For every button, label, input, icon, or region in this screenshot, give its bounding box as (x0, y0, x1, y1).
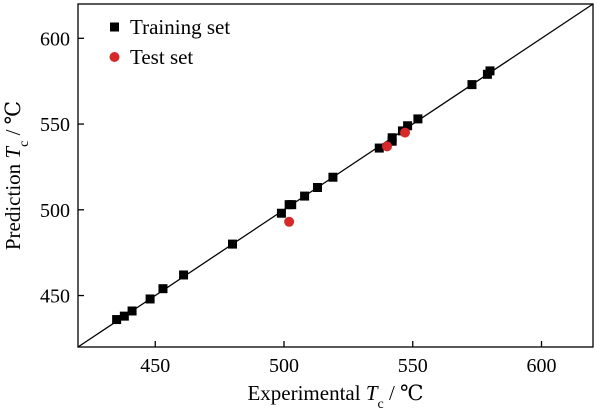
training-set-point (127, 306, 137, 316)
training-set-point (467, 80, 477, 90)
training-set-point (403, 121, 413, 131)
x-tick-label: 550 (398, 355, 428, 377)
training-set-point (328, 172, 338, 182)
training-set-point (112, 315, 122, 325)
training-set-point (485, 66, 495, 76)
x-tick-label: 500 (269, 355, 299, 377)
y-tick-label: 500 (40, 200, 70, 222)
axis-ticks: 450 500 550 600 450 500 550 600 (40, 28, 557, 377)
training-set-point (413, 114, 423, 124)
legend-training-marker (110, 22, 119, 32)
y-tick-label: 600 (40, 28, 70, 50)
x-tick-label: 450 (140, 355, 170, 377)
y-tick-label: 450 (40, 286, 70, 308)
x-axis-label: Experimental Tc / ℃ (247, 381, 423, 408)
y-tick-label: 550 (40, 114, 70, 136)
test-set-point (400, 127, 411, 138)
training-set-point (300, 191, 310, 201)
test-set-point (382, 141, 392, 152)
data-points (112, 66, 495, 325)
x-tick-label: 600 (527, 355, 557, 377)
legend-label: Training set (130, 15, 230, 39)
legend-test-marker (109, 52, 120, 62)
legend-label: Test set (130, 45, 193, 69)
training-set-point (119, 311, 129, 321)
training-set-point (145, 294, 155, 304)
training-set-point (312, 183, 322, 193)
test-set-point (284, 216, 295, 227)
plot-frame (77, 3, 594, 348)
training-set-point (228, 239, 237, 249)
training-set-point (287, 200, 297, 210)
training-set-point (387, 133, 397, 143)
legend: Training set Test set (109, 15, 230, 69)
training-set-point (158, 284, 168, 294)
training-set-point (179, 270, 189, 280)
training-set-point (374, 143, 384, 153)
training-set-point (276, 208, 286, 218)
y-axis-label: Prediction Tc / ℃ (1, 101, 32, 250)
